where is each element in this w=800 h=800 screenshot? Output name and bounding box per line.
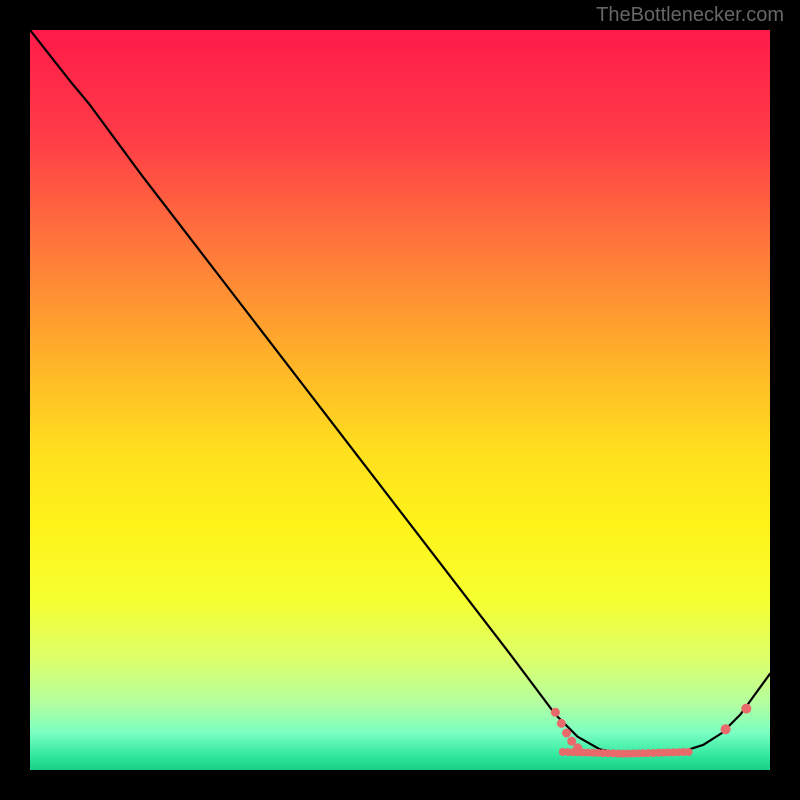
chart-background (30, 30, 770, 770)
marker-dot (741, 704, 751, 714)
marker-dot (557, 719, 566, 728)
watermark-text: TheBottlenecker.com (596, 4, 784, 27)
marker-dot (685, 748, 693, 756)
chart-svg (30, 30, 770, 770)
marker-dot (573, 743, 582, 752)
marker-dot (562, 729, 571, 738)
chart-container (30, 30, 770, 770)
marker-dot (551, 708, 560, 717)
marker-dot (721, 724, 731, 734)
